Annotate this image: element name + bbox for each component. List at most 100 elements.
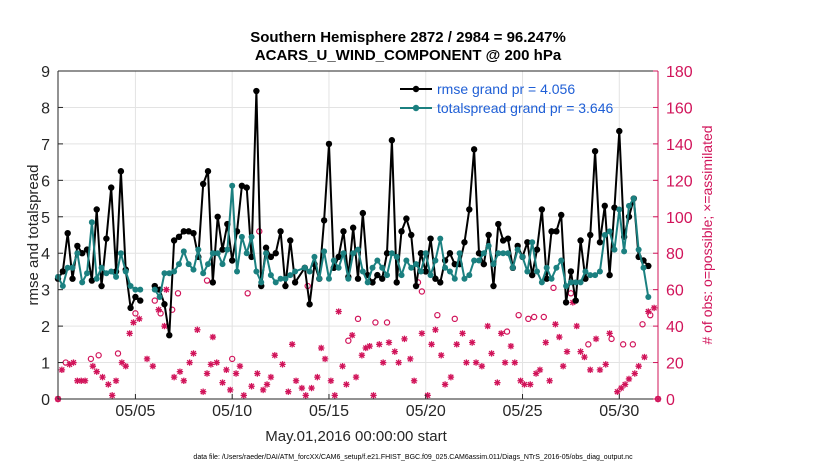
series-point-totalspread xyxy=(621,248,628,255)
obs-possible-point xyxy=(132,310,139,317)
legend-rmse-label: rmse grand pr = 4.056 xyxy=(437,81,575,97)
obs-assimilated-point xyxy=(569,299,577,306)
series-point-totalspread xyxy=(103,270,110,277)
series-point-rmse xyxy=(378,275,386,282)
obs-assimilated-point xyxy=(536,366,544,374)
obs-assimilated-point xyxy=(314,373,321,381)
obs-assimilated-glyph xyxy=(352,373,360,381)
series-point-totalspread xyxy=(384,272,391,279)
series-point-totalspread xyxy=(59,283,66,290)
series-point-rmse xyxy=(74,242,81,250)
obs-assimilated-point xyxy=(484,322,491,330)
series-point-totalspread xyxy=(117,250,124,257)
series-point-totalspread xyxy=(616,206,623,213)
series-point-rmse xyxy=(422,268,429,275)
series-point-totalspread xyxy=(272,279,279,286)
obs-assimilated-point xyxy=(149,363,157,370)
tick-layer: 05/05 05/10 05/15 05/20 05/25 05/30 0 1 2 3 4 5 6 7 8 9… xyxy=(41,64,693,420)
obs-assimilated-point xyxy=(650,304,658,312)
obs-assimilated-glyph xyxy=(78,377,85,384)
series-point-totalspread xyxy=(258,279,265,286)
obs-assimilated-glyph xyxy=(149,363,157,370)
series-point-totalspread xyxy=(190,266,197,273)
obs-assimilated-glyph xyxy=(596,366,604,374)
obs-assimilated-point xyxy=(625,375,633,383)
obs-assimilated-point xyxy=(370,392,377,399)
y-tick-label-left: 9 xyxy=(41,64,50,81)
obs-assimilated-glyph xyxy=(285,388,292,395)
obs-assimilated-point xyxy=(335,308,342,315)
series-point-rmse xyxy=(127,304,134,312)
obs-assimilated-glyph xyxy=(569,299,577,306)
obs-assimilated-glyph xyxy=(614,388,621,395)
obs-assimilated-glyph xyxy=(227,386,234,394)
series-point-totalspread xyxy=(282,275,289,282)
series-layer xyxy=(54,87,652,339)
obs-assimilated-point xyxy=(385,339,393,346)
obs-assimilated-glyph xyxy=(358,352,366,359)
series-point-totalspread xyxy=(330,257,337,264)
series-point-totalspread xyxy=(88,219,95,226)
series-point-rmse xyxy=(645,262,652,270)
series-point-totalspread xyxy=(534,268,541,275)
series-point-totalspread xyxy=(350,250,357,257)
x-tick-label: 05/30 xyxy=(599,403,639,420)
obs-assimilated-point xyxy=(176,368,184,375)
series-point-totalspread xyxy=(151,286,158,293)
series-point-rmse xyxy=(470,146,478,153)
series-point-totalspread xyxy=(442,264,449,271)
obs-assimilated-point xyxy=(507,342,515,350)
series-point-rmse xyxy=(412,282,420,290)
series-point-totalspread xyxy=(301,264,308,271)
series-point-rmse xyxy=(577,237,584,244)
obs-assimilated-glyph xyxy=(271,352,278,359)
obs-assimilated-point xyxy=(521,381,528,388)
obs-assimilated-glyph xyxy=(335,308,342,315)
obs-assimilated-glyph xyxy=(288,341,296,348)
y-tick-label-right: 160 xyxy=(666,100,693,117)
series-point-totalspread xyxy=(161,270,168,277)
obs-assimilated-glyph xyxy=(573,322,580,330)
series-point-totalspread xyxy=(630,195,637,202)
legend-rmse-marker xyxy=(412,85,420,93)
series-point-totalspread xyxy=(156,293,163,300)
series-point-totalspread xyxy=(403,257,410,264)
obs-assimilated-point xyxy=(641,353,648,361)
y-tick-label-left: 6 xyxy=(41,173,50,190)
series-point-rmse xyxy=(393,279,400,286)
obs-assimilated-point xyxy=(288,341,296,348)
obs-assimilated-glyph xyxy=(267,373,275,381)
obs-assimilated-point xyxy=(248,383,255,390)
series-point-totalspread xyxy=(485,242,492,249)
obs-assimilated-glyph xyxy=(556,333,563,341)
series-point-totalspread xyxy=(514,246,521,253)
series-point-totalspread xyxy=(185,261,192,268)
obs-assimilated-point xyxy=(596,366,604,374)
series-point-rmse xyxy=(185,228,192,235)
obs-assimilated-point xyxy=(602,361,609,368)
series-point-rmse xyxy=(485,231,492,239)
series-point-totalspread xyxy=(422,250,429,257)
obs-assimilated-point xyxy=(263,381,271,388)
series-point-totalspread xyxy=(345,275,352,282)
obs-assimilated-point xyxy=(232,370,240,377)
obs-assimilated-glyph xyxy=(163,286,170,293)
obs-assimilated-point xyxy=(432,326,439,333)
obs-assimilated-glyph xyxy=(438,352,445,359)
obs-assimilated-glyph xyxy=(498,330,505,337)
obs-assimilated-point xyxy=(621,381,629,388)
y-tick-label-right: 100 xyxy=(666,210,693,227)
obs-assimilated-point xyxy=(573,322,580,330)
obs-assimilated-point xyxy=(468,339,476,346)
obs-assimilated-point xyxy=(606,330,613,337)
series-point-totalspread xyxy=(505,250,511,257)
obs-assimilated-point xyxy=(478,363,486,370)
obs-assimilated-point xyxy=(358,352,366,359)
obs-assimilated-glyph xyxy=(58,366,66,374)
series-point-totalspread xyxy=(408,264,415,271)
series-point-rmse xyxy=(461,239,468,246)
obs-assimilated-point xyxy=(209,333,217,341)
obs-possible-point xyxy=(639,321,646,328)
obs-possible-point xyxy=(383,319,391,326)
obs-assimilated-glyph xyxy=(618,384,625,392)
